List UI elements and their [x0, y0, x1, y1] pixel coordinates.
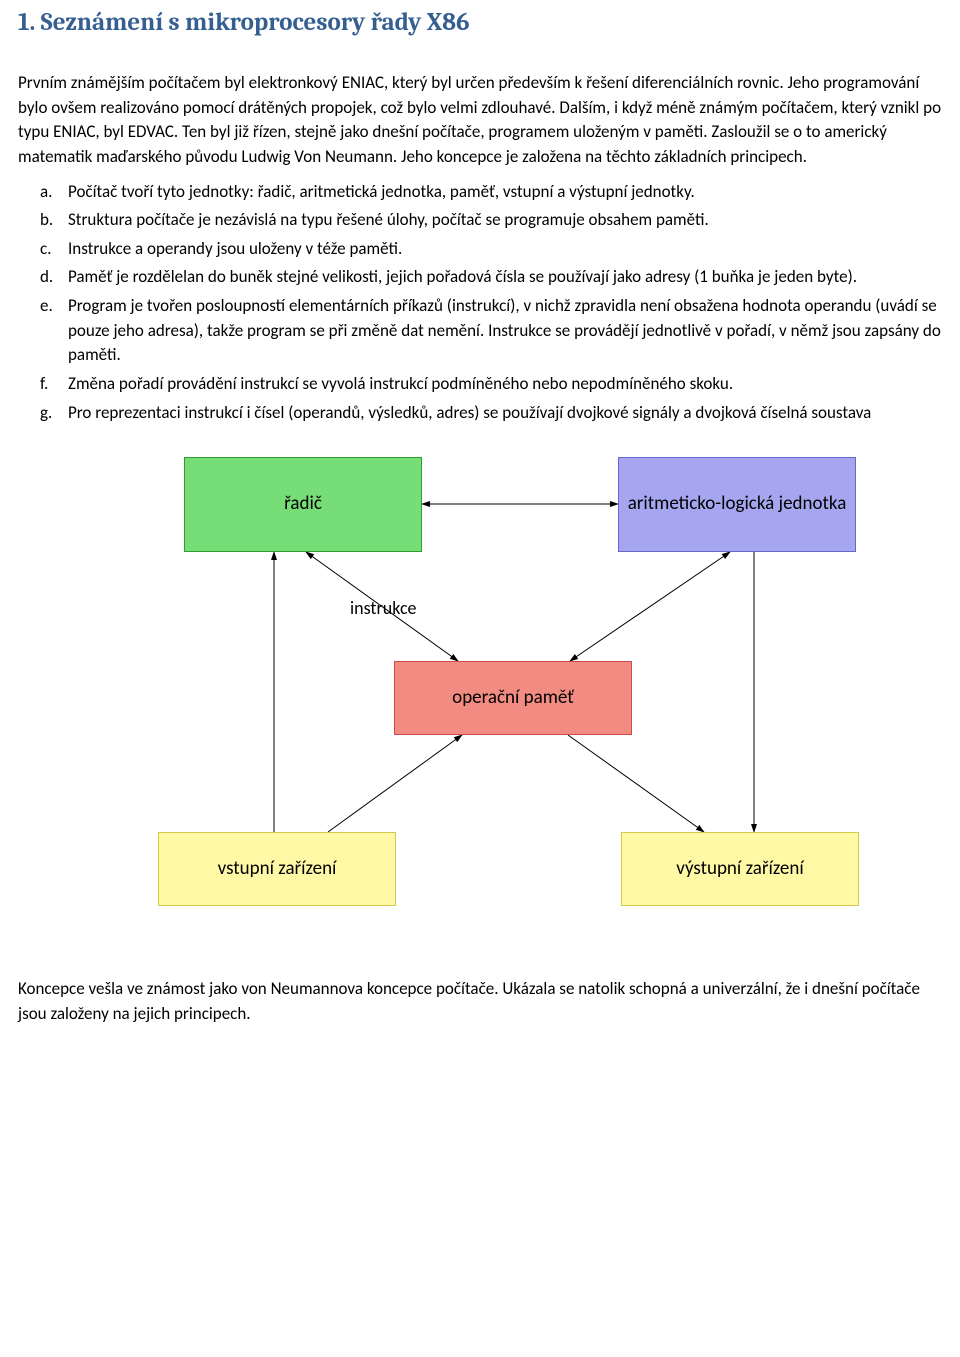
- document-page: 1. Seznámení s mikroprocesory řady X86 P…: [0, 0, 960, 1067]
- list-text: Instrukce a operandy jsou uloženy v téže…: [68, 238, 402, 259]
- list-item: a.Počítač tvoří tyto jednotky: řadič, ar…: [68, 180, 942, 205]
- diagram-node-alu: aritmeticko-logická jednotka: [618, 457, 856, 552]
- list-text: Změna pořadí provádění instrukcí se vyvo…: [68, 373, 733, 394]
- principles-list: a.Počítač tvoří tyto jednotky: řadič, ar…: [18, 180, 942, 426]
- list-item: d.Paměť je rozdělelan do buněk stejné ve…: [68, 265, 942, 290]
- intro-paragraph: Prvním známějším počítačem byl elektronk…: [18, 71, 942, 170]
- diagram-edge: [570, 552, 730, 661]
- diagram-edge: [328, 735, 462, 832]
- list-marker: a.: [40, 180, 64, 205]
- list-item: b.Struktura počítače je nezávislá na typ…: [68, 208, 942, 233]
- list-item: e.Program je tvořen posloupností element…: [68, 294, 942, 368]
- diagram-node-vstup: vstupní zařízení: [158, 832, 396, 906]
- list-text: Počítač tvoří tyto jednotky: řadič, arit…: [68, 181, 695, 202]
- diagram-edge: [568, 735, 704, 832]
- list-text: Paměť je rozdělelan do buněk stejné veli…: [68, 266, 857, 287]
- diagram-node-vystup: výstupní zařízení: [621, 832, 859, 906]
- list-marker: d.: [40, 265, 64, 290]
- list-marker: g.: [40, 401, 64, 426]
- diagram-edge: [306, 552, 458, 661]
- list-marker: b.: [40, 208, 64, 233]
- list-item: f.Změna pořadí provádění instrukcí se vy…: [68, 372, 942, 397]
- diagram-node-radic: řadič: [184, 457, 422, 552]
- list-text: Pro reprezentaci instrukcí i čísel (oper…: [68, 402, 871, 423]
- footer-paragraph: Koncepce vešla ve známost jako von Neuma…: [18, 977, 942, 1026]
- von-neumann-diagram: instrukceřadičaritmeticko-logická jednot…: [158, 457, 860, 917]
- page-heading: 1. Seznámení s mikroprocesory řady X86: [18, 8, 942, 37]
- list-marker: f.: [40, 372, 64, 397]
- list-marker: c.: [40, 237, 64, 262]
- list-text: Struktura počítače je nezávislá na typu …: [68, 209, 709, 230]
- list-item: c.Instrukce a operandy jsou uloženy v té…: [68, 237, 942, 262]
- diagram-node-pamet: operační paměť: [394, 661, 632, 735]
- list-item: g.Pro reprezentaci instrukcí i čísel (op…: [68, 401, 942, 426]
- list-text: Program je tvořen posloupností elementár…: [68, 295, 941, 365]
- list-marker: e.: [40, 294, 64, 319]
